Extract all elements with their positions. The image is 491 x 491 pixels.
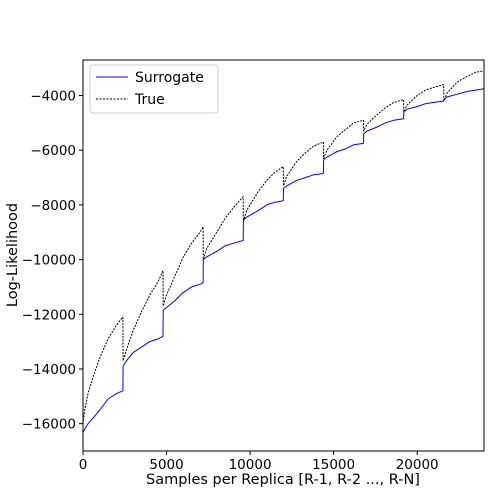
y-tick-label: −12000	[22, 307, 76, 323]
series-layer	[82, 70, 485, 433]
legend-label-surrogate: Surrogate	[135, 70, 204, 86]
y-tick-label: −10000	[22, 253, 76, 269]
y-tick-label: −4000	[30, 89, 76, 105]
y-axis: −16000 −14000 −12000 −10000 −8000 −6000 −4000	[22, 89, 83, 433]
legend-label-true: True	[134, 92, 165, 108]
series-line-surrogate	[82, 88, 485, 433]
x-tick-label: 5000	[149, 457, 183, 473]
legend: Surrogate True	[89, 64, 219, 114]
plot-frame	[82, 59, 485, 452]
x-tick-label: 20000	[396, 457, 439, 473]
y-tick-label: −8000	[30, 198, 76, 214]
y-axis-label: Log-Likelihood	[5, 203, 21, 307]
y-tick-label: −6000	[30, 143, 76, 159]
x-axis-label: Samples per Replica [R-1, R-2 ..., R-N]	[146, 472, 420, 488]
x-tick-label: 15000	[312, 457, 355, 473]
y-tick-label: −14000	[22, 362, 76, 378]
x-tick-label: 10000	[229, 457, 272, 473]
x-tick-label: 0	[79, 457, 88, 473]
y-tick-label: −16000	[22, 417, 76, 433]
x-axis: 0 5000 10000 15000 20000	[79, 451, 439, 473]
